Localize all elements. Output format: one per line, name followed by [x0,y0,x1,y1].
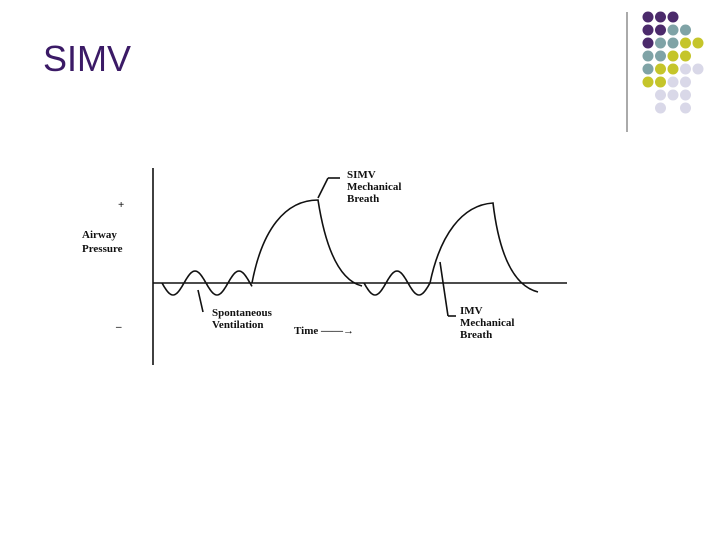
dot [692,63,704,75]
leader [439,261,449,317]
spontaneous-label: Spontaneous [212,307,273,319]
imv-label: Breath [460,329,492,341]
dot [642,24,654,36]
simv-label: SIMV [347,169,376,181]
dot [667,50,679,62]
dot [642,50,654,62]
dot [655,89,666,101]
imv-label: Mechanical [460,317,514,329]
dot [655,76,666,88]
dot [655,102,666,114]
dot [655,63,666,75]
dot [655,11,666,23]
dot [642,76,654,88]
x-label: Time ——→ [294,325,354,337]
spontaneous-wave [363,270,431,296]
dot [655,50,666,62]
y-label: Airway [82,229,117,241]
dot [667,37,679,49]
dot [642,11,654,23]
dot [667,24,679,36]
dot [642,63,654,75]
simv-label: Mechanical [347,181,401,193]
plus-label: + [118,199,124,211]
dot [680,50,691,62]
leader [317,177,329,199]
spontaneous-wave [161,270,253,296]
dot [680,37,691,49]
dot [680,24,691,36]
imv-label: IMV [460,305,483,317]
dot-grid [642,11,704,114]
slide-title: SIMV [43,38,132,79]
dot [680,102,691,114]
dot [680,89,691,101]
dot [667,63,679,75]
dot [667,76,679,88]
spontaneous-label: Ventilation [212,319,264,331]
dot [667,11,679,23]
dot [680,63,691,75]
dot [655,24,666,36]
dot [642,37,654,49]
simv-breath [251,199,363,287]
imv-breath [429,202,539,293]
y-label: Pressure [82,243,123,255]
dot [692,37,704,49]
dot [680,76,691,88]
leader [197,289,204,313]
waveform [152,168,567,365]
dot [667,89,679,101]
dot [655,37,666,49]
minus-label: – [115,321,122,333]
simv-label: Breath [347,193,379,205]
